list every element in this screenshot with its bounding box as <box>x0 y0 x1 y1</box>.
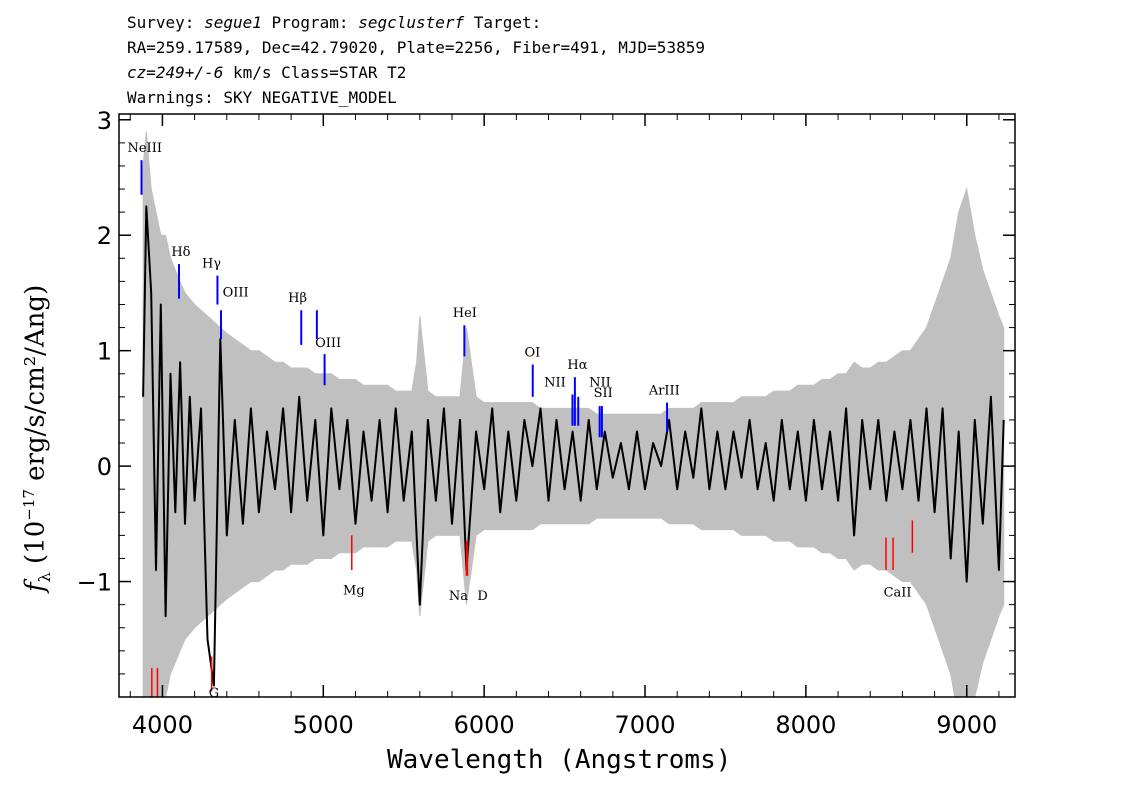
line-label: NII <box>589 375 611 390</box>
line-label: NII <box>544 375 566 390</box>
y-label-exp: −17 <box>20 489 38 521</box>
program-label: Program: <box>261 13 359 32</box>
y-label-f: f <box>20 582 51 592</box>
y-tick-label: 1 <box>97 338 112 366</box>
line-markers <box>140 160 914 697</box>
line-label: SII <box>594 386 613 401</box>
line-label: OIII <box>315 336 341 351</box>
line-label: Hγ <box>202 257 221 272</box>
line-label: D <box>477 589 487 604</box>
x-tick-label: 8000 <box>775 711 836 739</box>
header-line-4: Warnings: SKY NEGATIVE_MODEL <box>127 88 397 107</box>
line-label: Hδ <box>171 245 190 260</box>
y-tick-label: 0 <box>97 453 112 481</box>
line-label: OI <box>525 345 541 360</box>
y-tick-label: −1 <box>77 569 112 597</box>
line-label: ArIII <box>648 384 680 399</box>
survey-value: segue1 <box>204 13 262 32</box>
plot-frame <box>118 113 1016 698</box>
line-label: CaII <box>884 586 912 601</box>
x-tick-label: 5000 <box>293 711 354 739</box>
survey-label: Survey: <box>127 13 205 32</box>
x-tick-label: 6000 <box>454 711 515 739</box>
target-label: Target: <box>464 13 542 32</box>
header-line-3: cz=249+/-6 km/s Class=STAR T2 <box>127 65 406 81</box>
header-line-2: RA=259.17589, Dec=42.79020, Plate=2256, … <box>127 38 705 57</box>
flux-series <box>142 205 1005 687</box>
line-label: G <box>209 686 219 701</box>
line-label: Hα <box>567 358 587 373</box>
x-axis-label: Wavelength (Angstroms) <box>387 745 732 775</box>
line-label: Hβ <box>288 291 307 306</box>
line-label: HeI <box>453 306 477 321</box>
line-label: OIII <box>223 285 249 300</box>
line-label: NeIII <box>127 141 161 156</box>
line-label: Mg <box>343 583 365 598</box>
class-value: km/s Class=STAR T2 <box>223 63 407 82</box>
axes: 4000 5000 6000 7000 8000 9000 −1 0 1 2 3 <box>77 107 1015 739</box>
y-axis-label: fλ (10−17 erg/s/cm²/Ang) <box>20 285 54 592</box>
redshift-value: cz=249+/-6 <box>127 63 224 82</box>
y-label-sub: λ <box>34 572 54 583</box>
header-line-1: Survey: segue1 Program: segclusterf Targ… <box>127 15 541 31</box>
x-tick-label: 4000 <box>132 711 193 739</box>
flux-line <box>142 205 1005 687</box>
y-tick-label: 3 <box>97 107 112 135</box>
y-tick-label: 2 <box>97 222 112 250</box>
program-value: segclusterf <box>358 13 465 32</box>
line-label: Na <box>449 589 468 604</box>
y-label-rest: (10 <box>20 520 51 573</box>
x-tick-label: 9000 <box>936 711 997 739</box>
y-label-tail: erg/s/cm²/Ang) <box>20 284 51 490</box>
x-tick-label: 7000 <box>614 711 675 739</box>
